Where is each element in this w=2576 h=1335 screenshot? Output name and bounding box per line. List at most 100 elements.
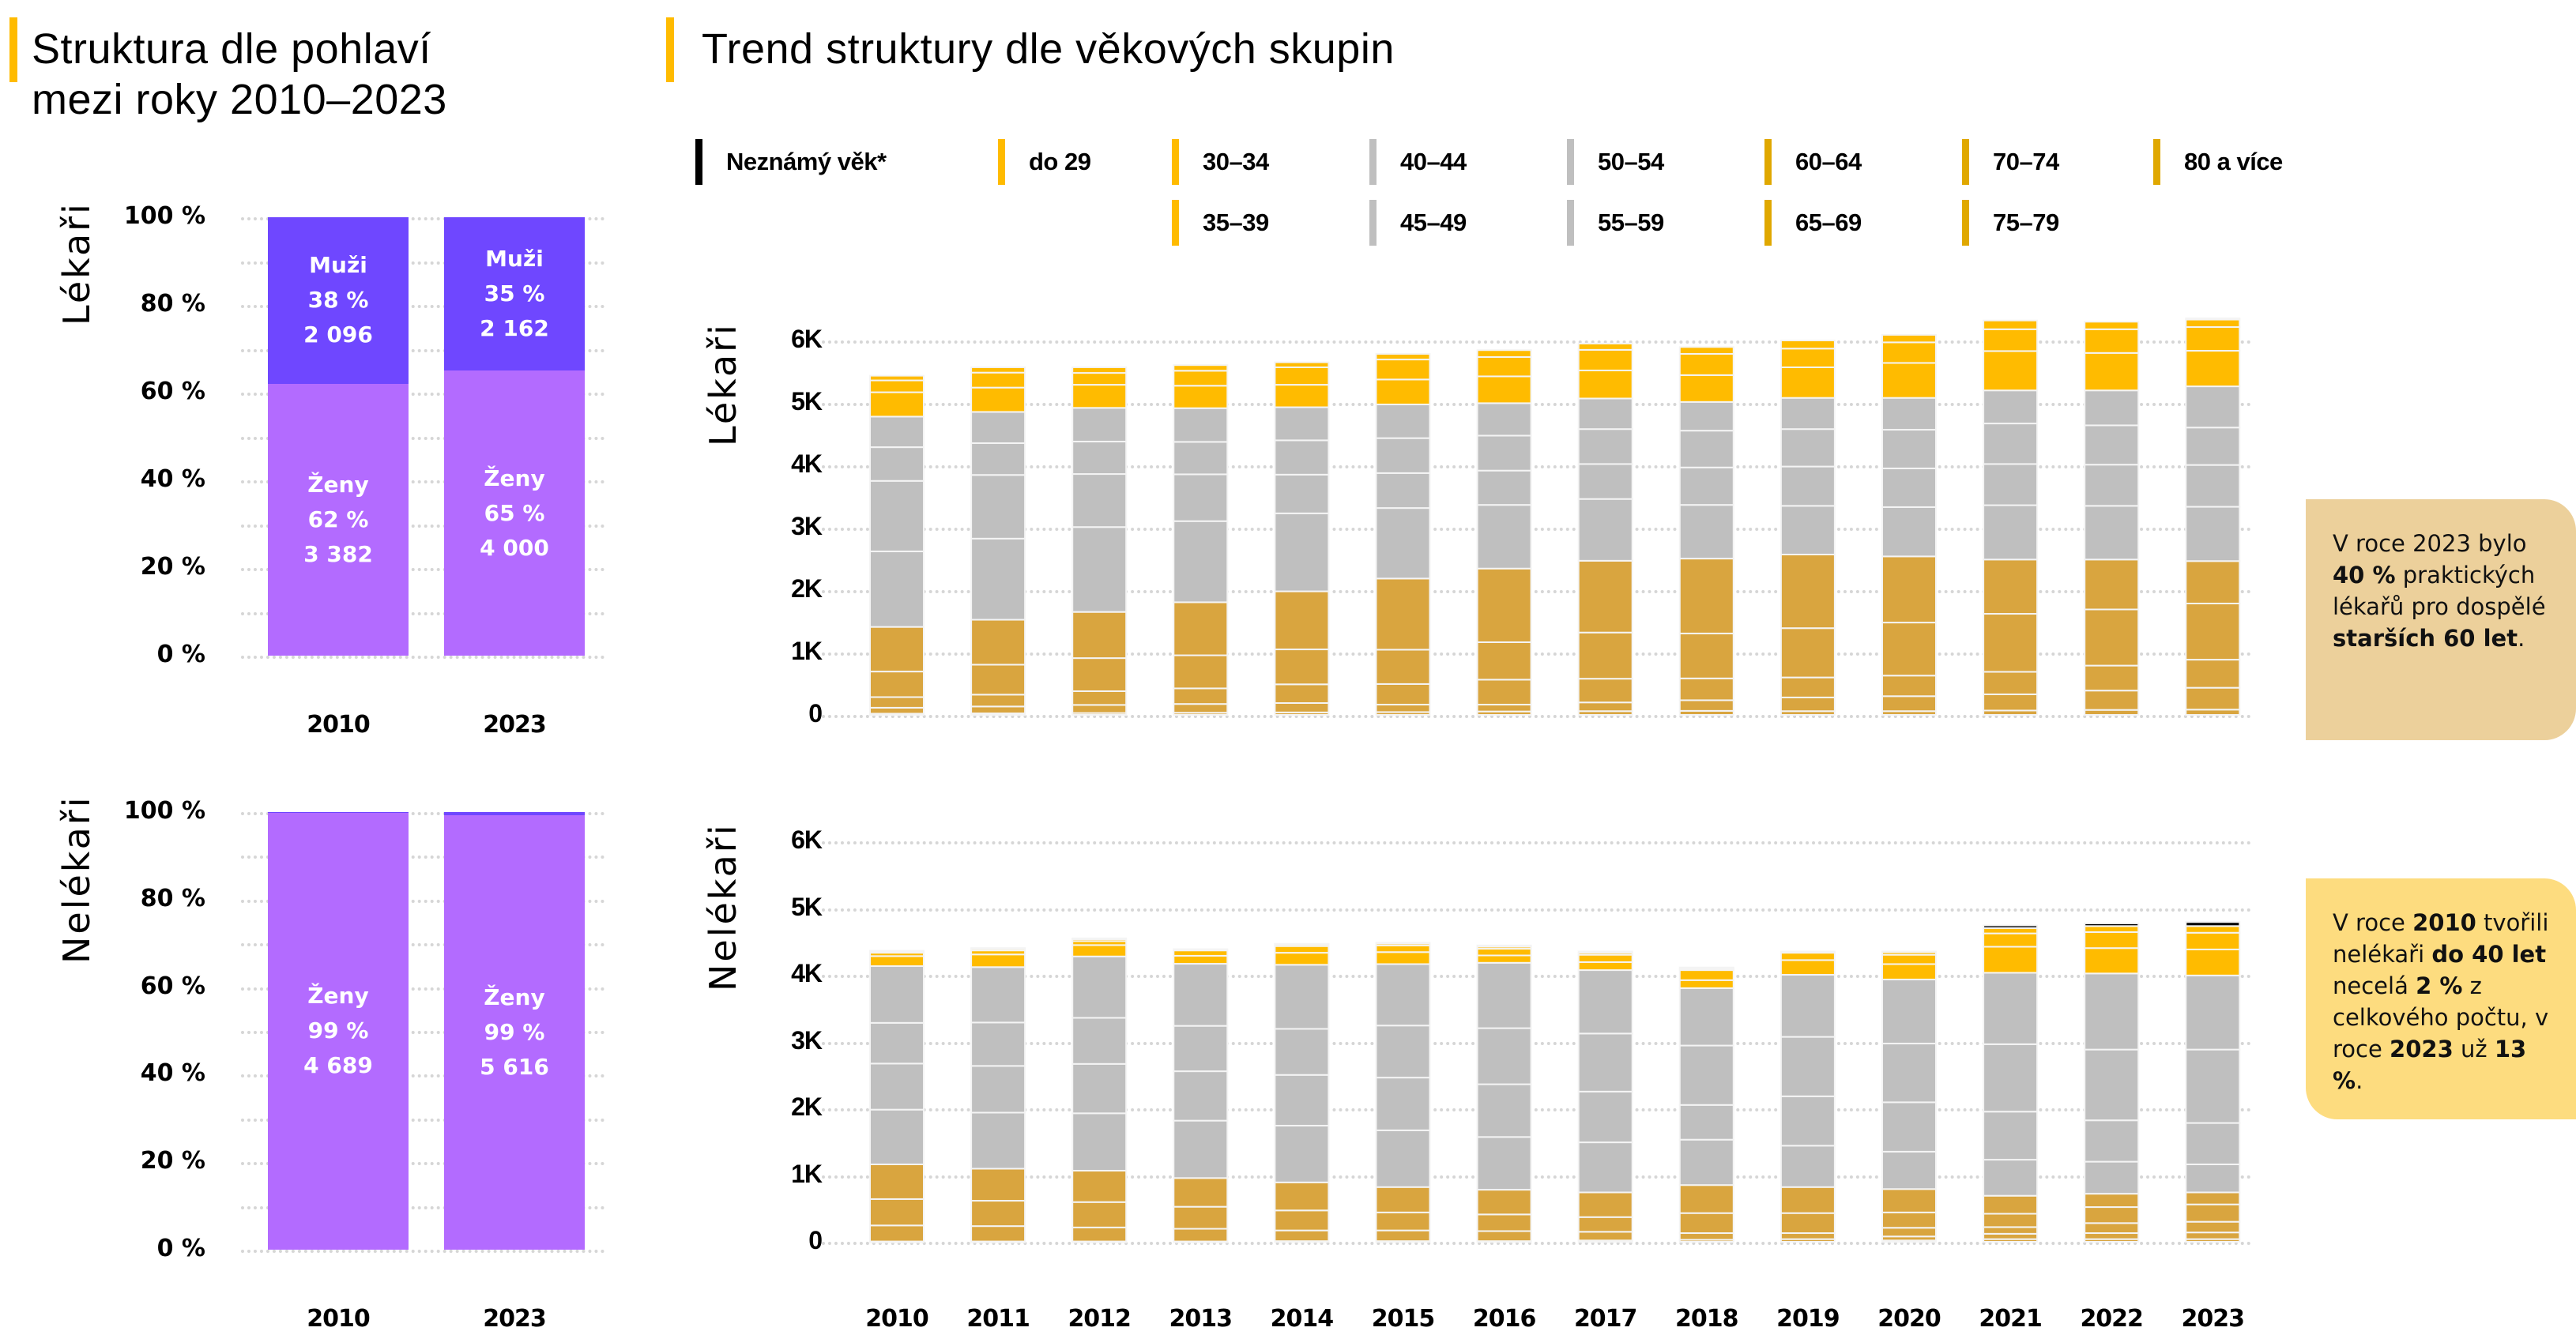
gridline xyxy=(822,1175,2252,1179)
bar-segment-35-39 xyxy=(1779,959,1836,976)
bar-segment-70-74 xyxy=(1173,1228,1229,1243)
bar-segment-50-54 xyxy=(970,474,1026,540)
bar-segment-55-59 xyxy=(1375,1129,1431,1188)
y-tick-label: 3K xyxy=(791,512,823,540)
y-tick-label: 0 xyxy=(808,1226,823,1254)
bar-segment-55-59 xyxy=(1881,506,1937,558)
bar-segment-60-64 xyxy=(970,619,1026,666)
bar-segment-60-64 xyxy=(869,626,925,673)
y-tick-label: 0 % xyxy=(156,1235,205,1262)
x-tick-label: 2023 xyxy=(483,711,547,739)
y-tick-label: 6K xyxy=(791,825,823,854)
bar-segment-do-29 xyxy=(1881,333,1937,344)
bar-segment-50-54 xyxy=(1274,473,1330,514)
bar-segment-50-54 xyxy=(1983,463,2039,506)
bar-segment-60-64 xyxy=(1375,577,1431,651)
bar-segment-nezn-m-v-k- xyxy=(2185,317,2241,321)
bar-segment-65-69 xyxy=(1881,1211,1937,1229)
bar-segment-40-44 xyxy=(1173,963,1229,1027)
legend-label: 65–69 xyxy=(1795,209,1862,236)
legend-label: 60–64 xyxy=(1795,148,1862,175)
bar-segment-nezn-m-v-k- xyxy=(2185,921,2241,927)
bar-segment-45-49 xyxy=(1779,428,1836,468)
bar-segment-45-49 xyxy=(1678,1044,1734,1106)
bar-segment-35-39 xyxy=(1476,375,1532,404)
bar-segment-30-34 xyxy=(1173,950,1229,957)
bar-segment-30-34 xyxy=(2084,328,2140,354)
note-text-part: . xyxy=(2356,1067,2363,1094)
gridline xyxy=(822,652,2252,656)
y-tick-label: 60 % xyxy=(140,378,205,405)
gridline xyxy=(241,987,604,991)
bar-segment-50-54 xyxy=(2185,1122,2241,1165)
bar-segment-75-79 xyxy=(2185,1232,2241,1240)
right-title-accent xyxy=(666,17,674,82)
y-tick-label: 20 % xyxy=(140,1147,205,1175)
bar-segment-60-64 xyxy=(2185,560,2241,604)
series-name-label: Ženy xyxy=(307,983,369,1010)
legend-item-65-69: 65–69 xyxy=(1764,199,1862,246)
bar-segment-50-54 xyxy=(1983,1111,2039,1161)
bar-segment-45-49 xyxy=(869,1021,925,1065)
note-text-part: 40 % xyxy=(2333,562,2396,589)
count-label: 2 162 xyxy=(480,315,549,342)
bar-segment-70-74 xyxy=(1375,1229,1431,1243)
bar-segment-70-74 xyxy=(2084,1222,2140,1235)
gridline xyxy=(241,305,604,308)
legend-label: 75–79 xyxy=(1993,209,2059,236)
bar-segment-35-39 xyxy=(1678,979,1734,989)
gridline xyxy=(241,812,604,815)
bar-segment-40-44 xyxy=(869,416,925,449)
bar-segment-do-29 xyxy=(2084,925,2140,933)
bar-segment-55-59 xyxy=(2084,1160,2140,1195)
bar-segment-70-74 xyxy=(1071,1226,1128,1243)
legend-swatch xyxy=(695,139,702,185)
bar-segment-45-49 xyxy=(1375,1025,1431,1079)
bar-segment-30-34 xyxy=(1779,952,1836,961)
y-tick-label: 4K xyxy=(791,959,823,987)
legend-label: 45–49 xyxy=(1400,209,1467,236)
gridline xyxy=(241,261,604,265)
bar-segment-40-44 xyxy=(2185,385,2241,429)
bar-segment-45-49 xyxy=(1476,1027,1532,1085)
x-tick-label: 2014 xyxy=(1270,1305,1335,1333)
bar-segment-65-69 xyxy=(1173,654,1229,690)
gridline xyxy=(241,393,604,396)
bar-segment-65-69 xyxy=(1881,622,1937,677)
bar-segment-55-59 xyxy=(1173,1119,1229,1179)
bar-segment-65-69 xyxy=(2084,1206,2140,1224)
bar-segment-30-34 xyxy=(2084,931,2140,950)
note-text-part: do 40 let xyxy=(2431,941,2547,968)
y-tick-label: 4K xyxy=(791,449,823,478)
bar-segment-40-44 xyxy=(1577,969,1633,1035)
gridline xyxy=(822,1041,2252,1045)
bar-segment-55-59 xyxy=(2084,505,2140,561)
bar-segment-65-69 xyxy=(1375,1211,1431,1232)
bar-segment-zeny xyxy=(444,370,585,656)
x-tick-label: 2010 xyxy=(865,1305,929,1333)
bar-segment-45-49 xyxy=(1173,441,1229,476)
bar-segment-50-54 xyxy=(1071,473,1128,528)
note-text-part: starších 60 let xyxy=(2333,625,2518,652)
bar-segment-do-29 xyxy=(1071,366,1128,374)
bar-segment-nezn-m-v-k- xyxy=(1274,942,1330,946)
bar-segment-70-74 xyxy=(1779,676,1836,698)
bar-segment-35-39 xyxy=(1375,378,1431,405)
series-name-label: Muži xyxy=(309,252,367,279)
percent-label: 62 % xyxy=(307,506,369,532)
bar-segment-60-64 xyxy=(1071,1170,1128,1203)
bar-segment-35-39 xyxy=(2185,948,2241,976)
bar-segment-55-59 xyxy=(970,537,1026,621)
note-text-part: . xyxy=(2518,625,2525,652)
series-name-label: Ženy xyxy=(484,464,545,491)
legend-item-60-64: 60–64 xyxy=(1764,138,1862,186)
y-tick-label: 2K xyxy=(791,1092,823,1121)
y-tick-label: 6K xyxy=(791,325,823,353)
bar-segment-do-29 xyxy=(1779,340,1836,350)
y-tick-label: 5K xyxy=(791,387,823,416)
legend-label: 80 a více xyxy=(2184,148,2283,175)
bar-segment-60-64 xyxy=(1274,1181,1330,1212)
series-name-label: Ženy xyxy=(484,983,545,1010)
gridline xyxy=(241,436,604,440)
